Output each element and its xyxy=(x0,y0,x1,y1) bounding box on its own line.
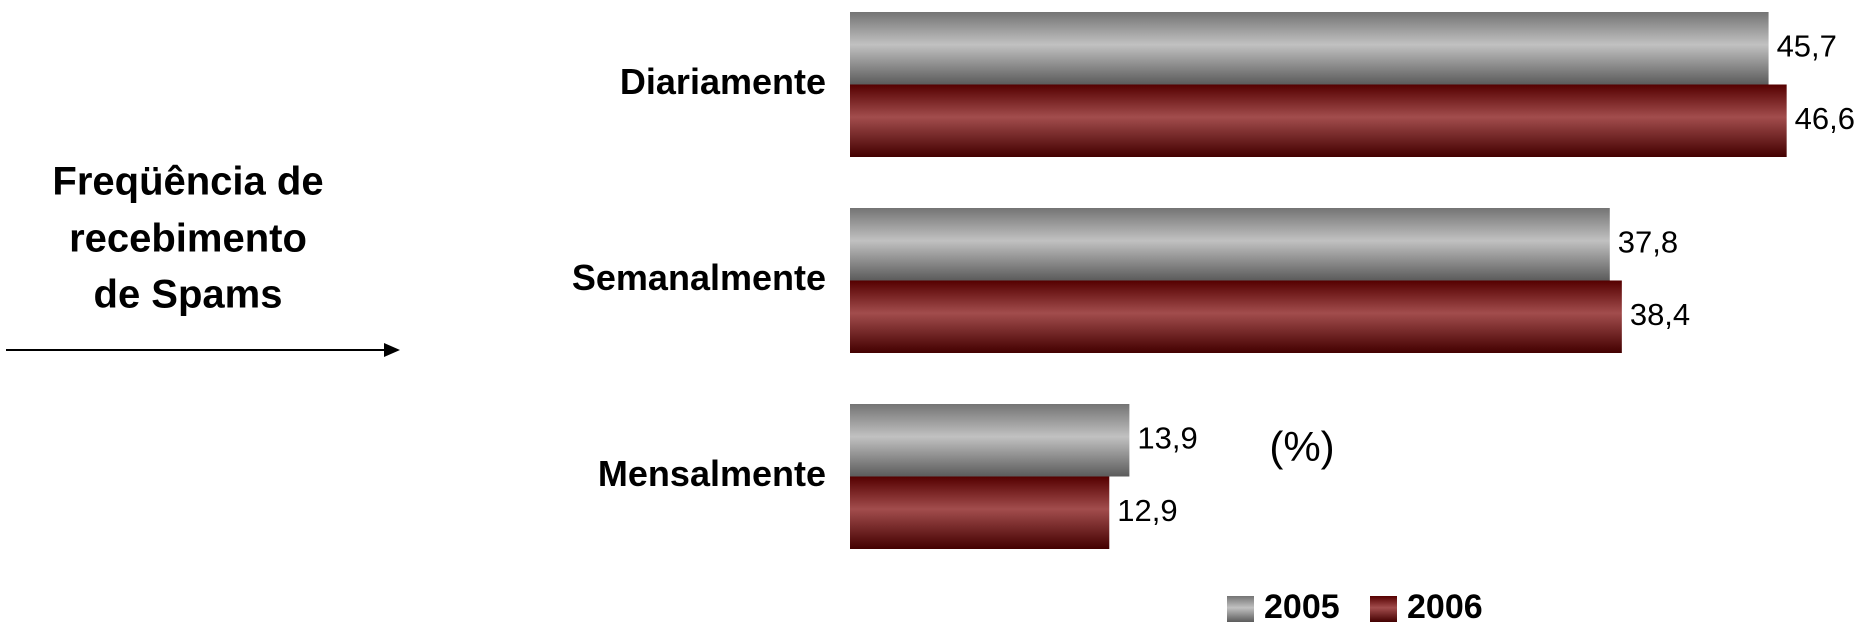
category-label: Diariamente xyxy=(620,61,826,102)
legend-label: 2005 xyxy=(1264,588,1340,623)
arrow-head xyxy=(384,343,400,357)
value-label: 45,7 xyxy=(1777,28,1837,63)
category-label: Semanalmente xyxy=(572,257,826,298)
value-label: 12,9 xyxy=(1117,493,1177,528)
bar xyxy=(850,12,1769,85)
side-label: de Spams xyxy=(94,273,283,317)
value-label: 13,9 xyxy=(1137,420,1197,455)
value-label: 38,4 xyxy=(1630,297,1690,332)
category-label: Mensalmente xyxy=(598,453,826,494)
bar xyxy=(850,280,1622,353)
legend-label: 2006 xyxy=(1407,588,1483,623)
value-label: 37,8 xyxy=(1618,224,1678,259)
bar xyxy=(850,208,1610,281)
side-label: Freqüência de xyxy=(52,160,323,204)
side-label: recebimento xyxy=(69,217,307,261)
legend-swatch xyxy=(1370,596,1397,622)
unit-note: (%) xyxy=(1269,423,1334,470)
bar xyxy=(850,476,1110,549)
bar xyxy=(850,84,1787,157)
bar xyxy=(850,404,1130,477)
legend-swatch xyxy=(1227,596,1254,622)
value-label: 46,6 xyxy=(1795,101,1855,136)
